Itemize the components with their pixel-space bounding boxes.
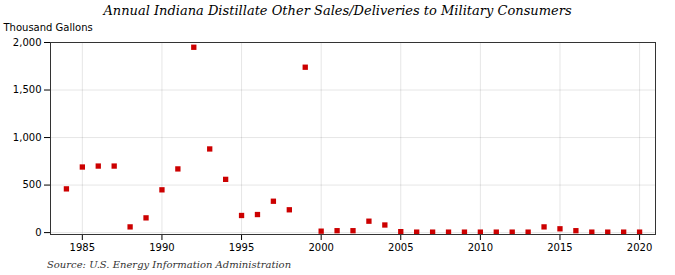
- svg-text:2005: 2005: [388, 242, 413, 253]
- svg-text:2010: 2010: [468, 242, 493, 253]
- svg-text:1,000: 1,000: [13, 132, 42, 143]
- svg-text:1985: 1985: [70, 242, 95, 253]
- svg-text:500: 500: [22, 179, 41, 190]
- svg-text:2,000: 2,000: [13, 37, 42, 48]
- svg-text:0: 0: [35, 227, 41, 238]
- html-text:Annual Indiana Distillate Othe: Annual Indiana Distillate Other Sales/De…: [103, 3, 572, 18]
- html-text:Source: U.S. Energy Informatio: Source: U.S. Energy Information Administ…: [47, 259, 292, 270]
- svg-text:1995: 1995: [229, 242, 254, 253]
- svg-text:1990: 1990: [149, 242, 174, 253]
- svg-text:1,500: 1,500: [13, 84, 42, 95]
- svg-text:Thousand Gallons: Thousand Gallons: [3, 22, 93, 33]
- svg-text:2020: 2020: [627, 242, 652, 253]
- svg-text:2000: 2000: [308, 242, 333, 253]
- svg-text:2015: 2015: [547, 242, 572, 253]
